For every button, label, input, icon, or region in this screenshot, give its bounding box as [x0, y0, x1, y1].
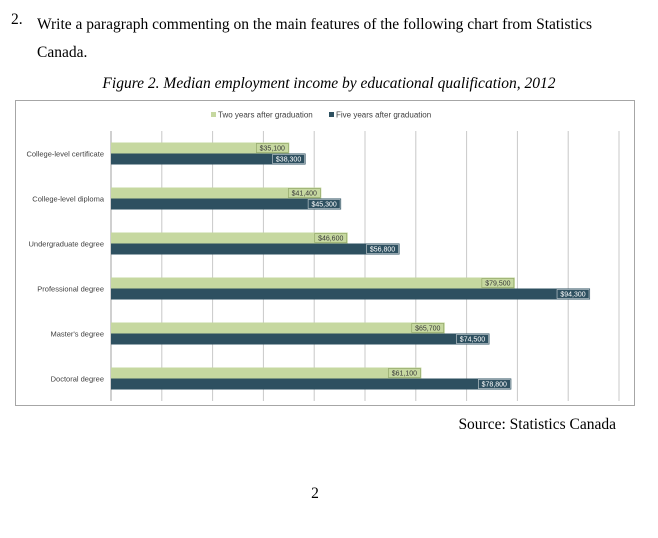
bar-five-years: [111, 333, 490, 345]
data-label-box: [288, 188, 321, 198]
data-label-box: [478, 379, 511, 389]
data-label: $78,800: [482, 382, 507, 389]
bar-chart: Two years after graduation Five years aft…: [26, 111, 620, 401]
data-label-box: [456, 334, 489, 344]
data-label-box: [556, 289, 590, 299]
bar-five-years: [111, 378, 512, 390]
data-label: $65,700: [415, 326, 440, 333]
bar-five-years: [111, 198, 342, 210]
data-label: $41,400: [292, 191, 317, 198]
bar-two-years: [111, 277, 515, 289]
data-label: $46,600: [318, 236, 343, 243]
data-label: $79,500: [485, 281, 510, 288]
data-label-box: [314, 233, 348, 243]
data-label: $74,500: [460, 337, 485, 344]
data-label: $35,100: [260, 146, 285, 153]
question-number: 2.: [11, 11, 23, 28]
category-label: Doctoral degree: [51, 375, 104, 384]
data-label: $94,300: [560, 292, 585, 299]
bar-two-years: [111, 232, 348, 244]
figure-caption: Figure 2. Median employment income by ed…: [102, 75, 556, 92]
legend-swatch-five-years: [329, 112, 334, 117]
data-label: $45,300: [311, 202, 336, 209]
data-label: $61,100: [392, 371, 417, 378]
bar-five-years: [111, 243, 400, 255]
bar-two-years: [111, 187, 322, 199]
data-label-box: [307, 199, 341, 209]
data-label-box: [272, 154, 305, 164]
category-label: Undergraduate degree: [29, 240, 104, 249]
category-label: Master's degree: [50, 330, 104, 339]
bar-five-years: [111, 288, 591, 300]
legend-swatch-two-years: [211, 112, 216, 117]
category-label: College-level certificate: [26, 150, 104, 159]
source-note: Source: Statistics Canada: [458, 416, 616, 433]
chart-container: Two years after graduation Five years aft…: [15, 100, 635, 406]
legend-label-five-years: Five years after graduation: [336, 111, 431, 120]
bar-two-years: [111, 367, 422, 379]
data-label-box: [366, 244, 399, 254]
data-label: $38,300: [276, 157, 301, 164]
data-label-box: [256, 143, 289, 153]
data-label-box: [411, 323, 445, 333]
data-label-box: [481, 278, 515, 288]
bar-two-years: [111, 322, 445, 334]
data-label: $56,800: [370, 247, 395, 254]
question-text: Write a paragraph commenting on the main…: [37, 16, 593, 61]
category-label: College-level diploma: [32, 195, 105, 204]
legend-label-two-years: Two years after graduation: [218, 111, 313, 120]
bar-two-years: [111, 142, 290, 154]
page-number: 2: [311, 485, 319, 502]
bar-five-years: [111, 153, 306, 165]
category-label: Professional degree: [37, 285, 104, 294]
data-label-box: [388, 368, 421, 378]
